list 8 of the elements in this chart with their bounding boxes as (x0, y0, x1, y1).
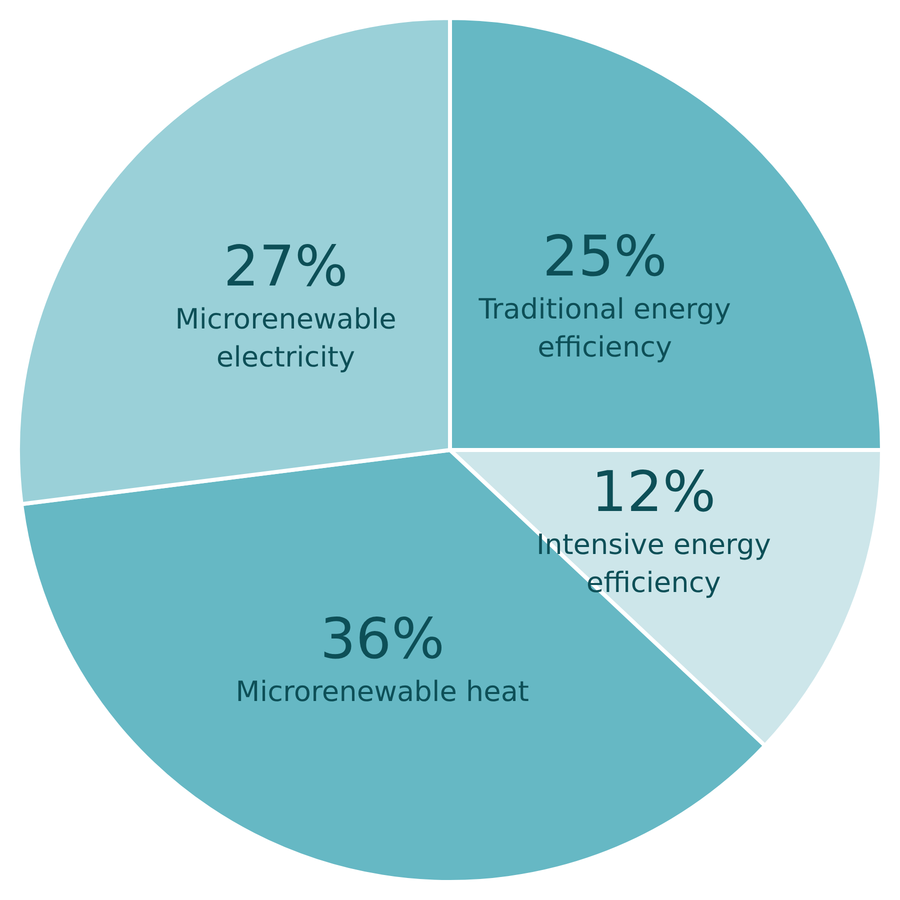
data-label: 27% (223, 234, 348, 300)
slice-label: Traditional energy efficiency (478, 292, 731, 364)
data-label: 25% (542, 224, 668, 290)
data-label: 12% (591, 460, 716, 526)
slice-label: Microrenewable heat (236, 674, 529, 708)
slice-label: Microrenewable electricity (175, 302, 396, 374)
slice-label: Intensive energy efficiency (536, 528, 771, 600)
data-label: 36% (320, 606, 445, 672)
